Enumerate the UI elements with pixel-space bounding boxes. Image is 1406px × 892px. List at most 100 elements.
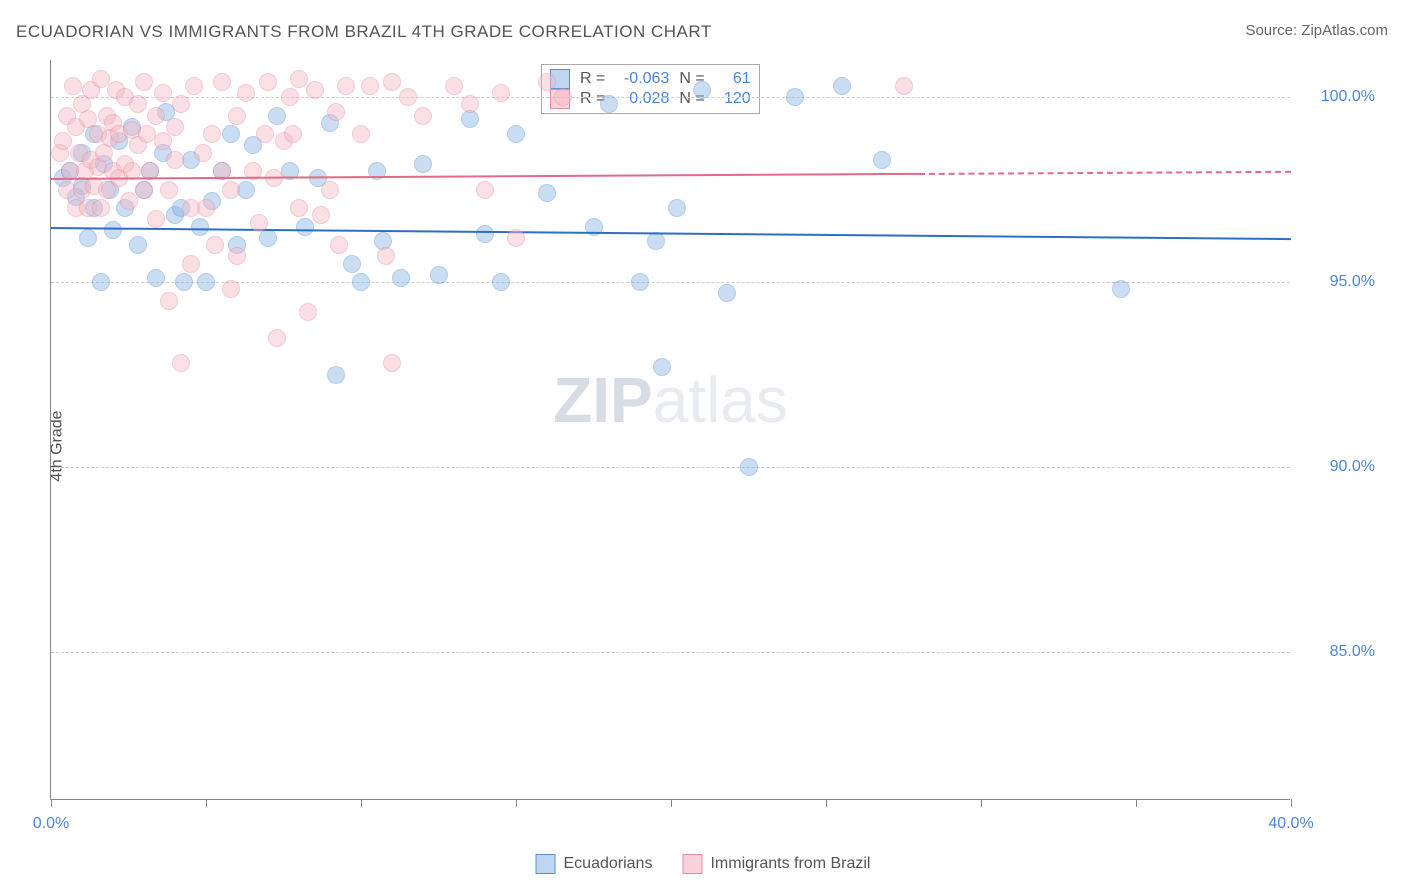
data-point — [222, 125, 240, 143]
data-point — [268, 329, 286, 347]
gridline — [51, 467, 1290, 468]
data-point — [166, 151, 184, 169]
plot-area: ZIPatlas R =-0.063 N =61 R =0.028 N =120… — [50, 60, 1290, 800]
data-point — [197, 273, 215, 291]
data-point — [492, 273, 510, 291]
ytick-label: 90.0% — [1305, 458, 1375, 476]
data-point — [147, 210, 165, 228]
data-point — [250, 214, 268, 232]
data-point — [281, 88, 299, 106]
stats-legend-box: R =-0.063 N =61 R =0.028 N =120 — [541, 64, 760, 114]
data-point — [185, 77, 203, 95]
ytick-label: 95.0% — [1305, 273, 1375, 291]
data-point — [392, 269, 410, 287]
ytick-label: 85.0% — [1305, 643, 1375, 661]
data-point — [175, 273, 193, 291]
data-point — [833, 77, 851, 95]
data-point — [873, 151, 891, 169]
data-point — [327, 103, 345, 121]
data-point — [64, 77, 82, 95]
data-point — [312, 206, 330, 224]
gridline — [51, 652, 1290, 653]
trend-line — [51, 173, 919, 180]
data-point — [268, 107, 286, 125]
data-point — [172, 354, 190, 372]
data-point — [718, 284, 736, 302]
data-point — [296, 218, 314, 236]
data-point — [668, 199, 686, 217]
data-point — [228, 247, 246, 265]
data-point — [653, 358, 671, 376]
legend-item: Immigrants from Brazil — [682, 854, 870, 874]
source-label: Source: ZipAtlas.com — [1245, 22, 1388, 39]
data-point — [554, 88, 572, 106]
legend-label: Ecuadorians — [564, 855, 653, 873]
data-point — [321, 181, 339, 199]
data-point — [507, 125, 525, 143]
stat-row: R =-0.063 N =61 — [550, 69, 751, 89]
data-point — [222, 181, 240, 199]
data-point — [154, 132, 172, 150]
ytick-label: 100.0% — [1305, 88, 1375, 106]
data-point — [104, 221, 122, 239]
data-point — [284, 125, 302, 143]
data-point — [172, 95, 190, 113]
data-point — [538, 73, 556, 91]
data-point — [414, 107, 432, 125]
data-point — [135, 73, 153, 91]
data-point — [361, 77, 379, 95]
stat-row: R =0.028 N =120 — [550, 89, 751, 109]
data-point — [352, 273, 370, 291]
xtick — [826, 799, 827, 807]
data-point — [383, 73, 401, 91]
data-point — [647, 232, 665, 250]
data-point — [135, 181, 153, 199]
data-point — [492, 84, 510, 102]
xtick-label: 0.0% — [33, 815, 69, 833]
xtick — [361, 799, 362, 807]
data-point — [237, 84, 255, 102]
data-point — [343, 255, 361, 273]
data-point — [507, 229, 525, 247]
data-point — [79, 229, 97, 247]
data-point — [538, 184, 556, 202]
data-point — [600, 95, 618, 113]
data-point — [377, 247, 395, 265]
data-point — [299, 303, 317, 321]
gridline — [51, 97, 1290, 98]
data-point — [290, 70, 308, 88]
swatch-icon — [536, 854, 556, 874]
data-point — [120, 192, 138, 210]
data-point — [631, 273, 649, 291]
swatch-icon — [682, 854, 702, 874]
data-point — [92, 273, 110, 291]
data-point — [399, 88, 417, 106]
data-point — [237, 181, 255, 199]
data-point — [222, 280, 240, 298]
data-point — [1112, 280, 1130, 298]
data-point — [414, 155, 432, 173]
xtick — [1136, 799, 1137, 807]
data-point — [147, 107, 165, 125]
data-point — [430, 266, 448, 284]
data-point — [786, 88, 804, 106]
data-point — [383, 354, 401, 372]
data-point — [895, 77, 913, 95]
xtick — [51, 799, 52, 807]
data-point — [327, 366, 345, 384]
data-point — [182, 255, 200, 273]
data-point — [352, 125, 370, 143]
data-point — [129, 95, 147, 113]
data-point — [191, 218, 209, 236]
data-point — [337, 77, 355, 95]
data-point — [197, 199, 215, 217]
data-point — [476, 225, 494, 243]
legend-label: Immigrants from Brazil — [710, 855, 870, 873]
data-point — [160, 292, 178, 310]
data-point — [476, 181, 494, 199]
data-point — [92, 199, 110, 217]
xtick — [516, 799, 517, 807]
data-point — [194, 144, 212, 162]
xtick-label: 40.0% — [1268, 815, 1313, 833]
data-point — [166, 118, 184, 136]
